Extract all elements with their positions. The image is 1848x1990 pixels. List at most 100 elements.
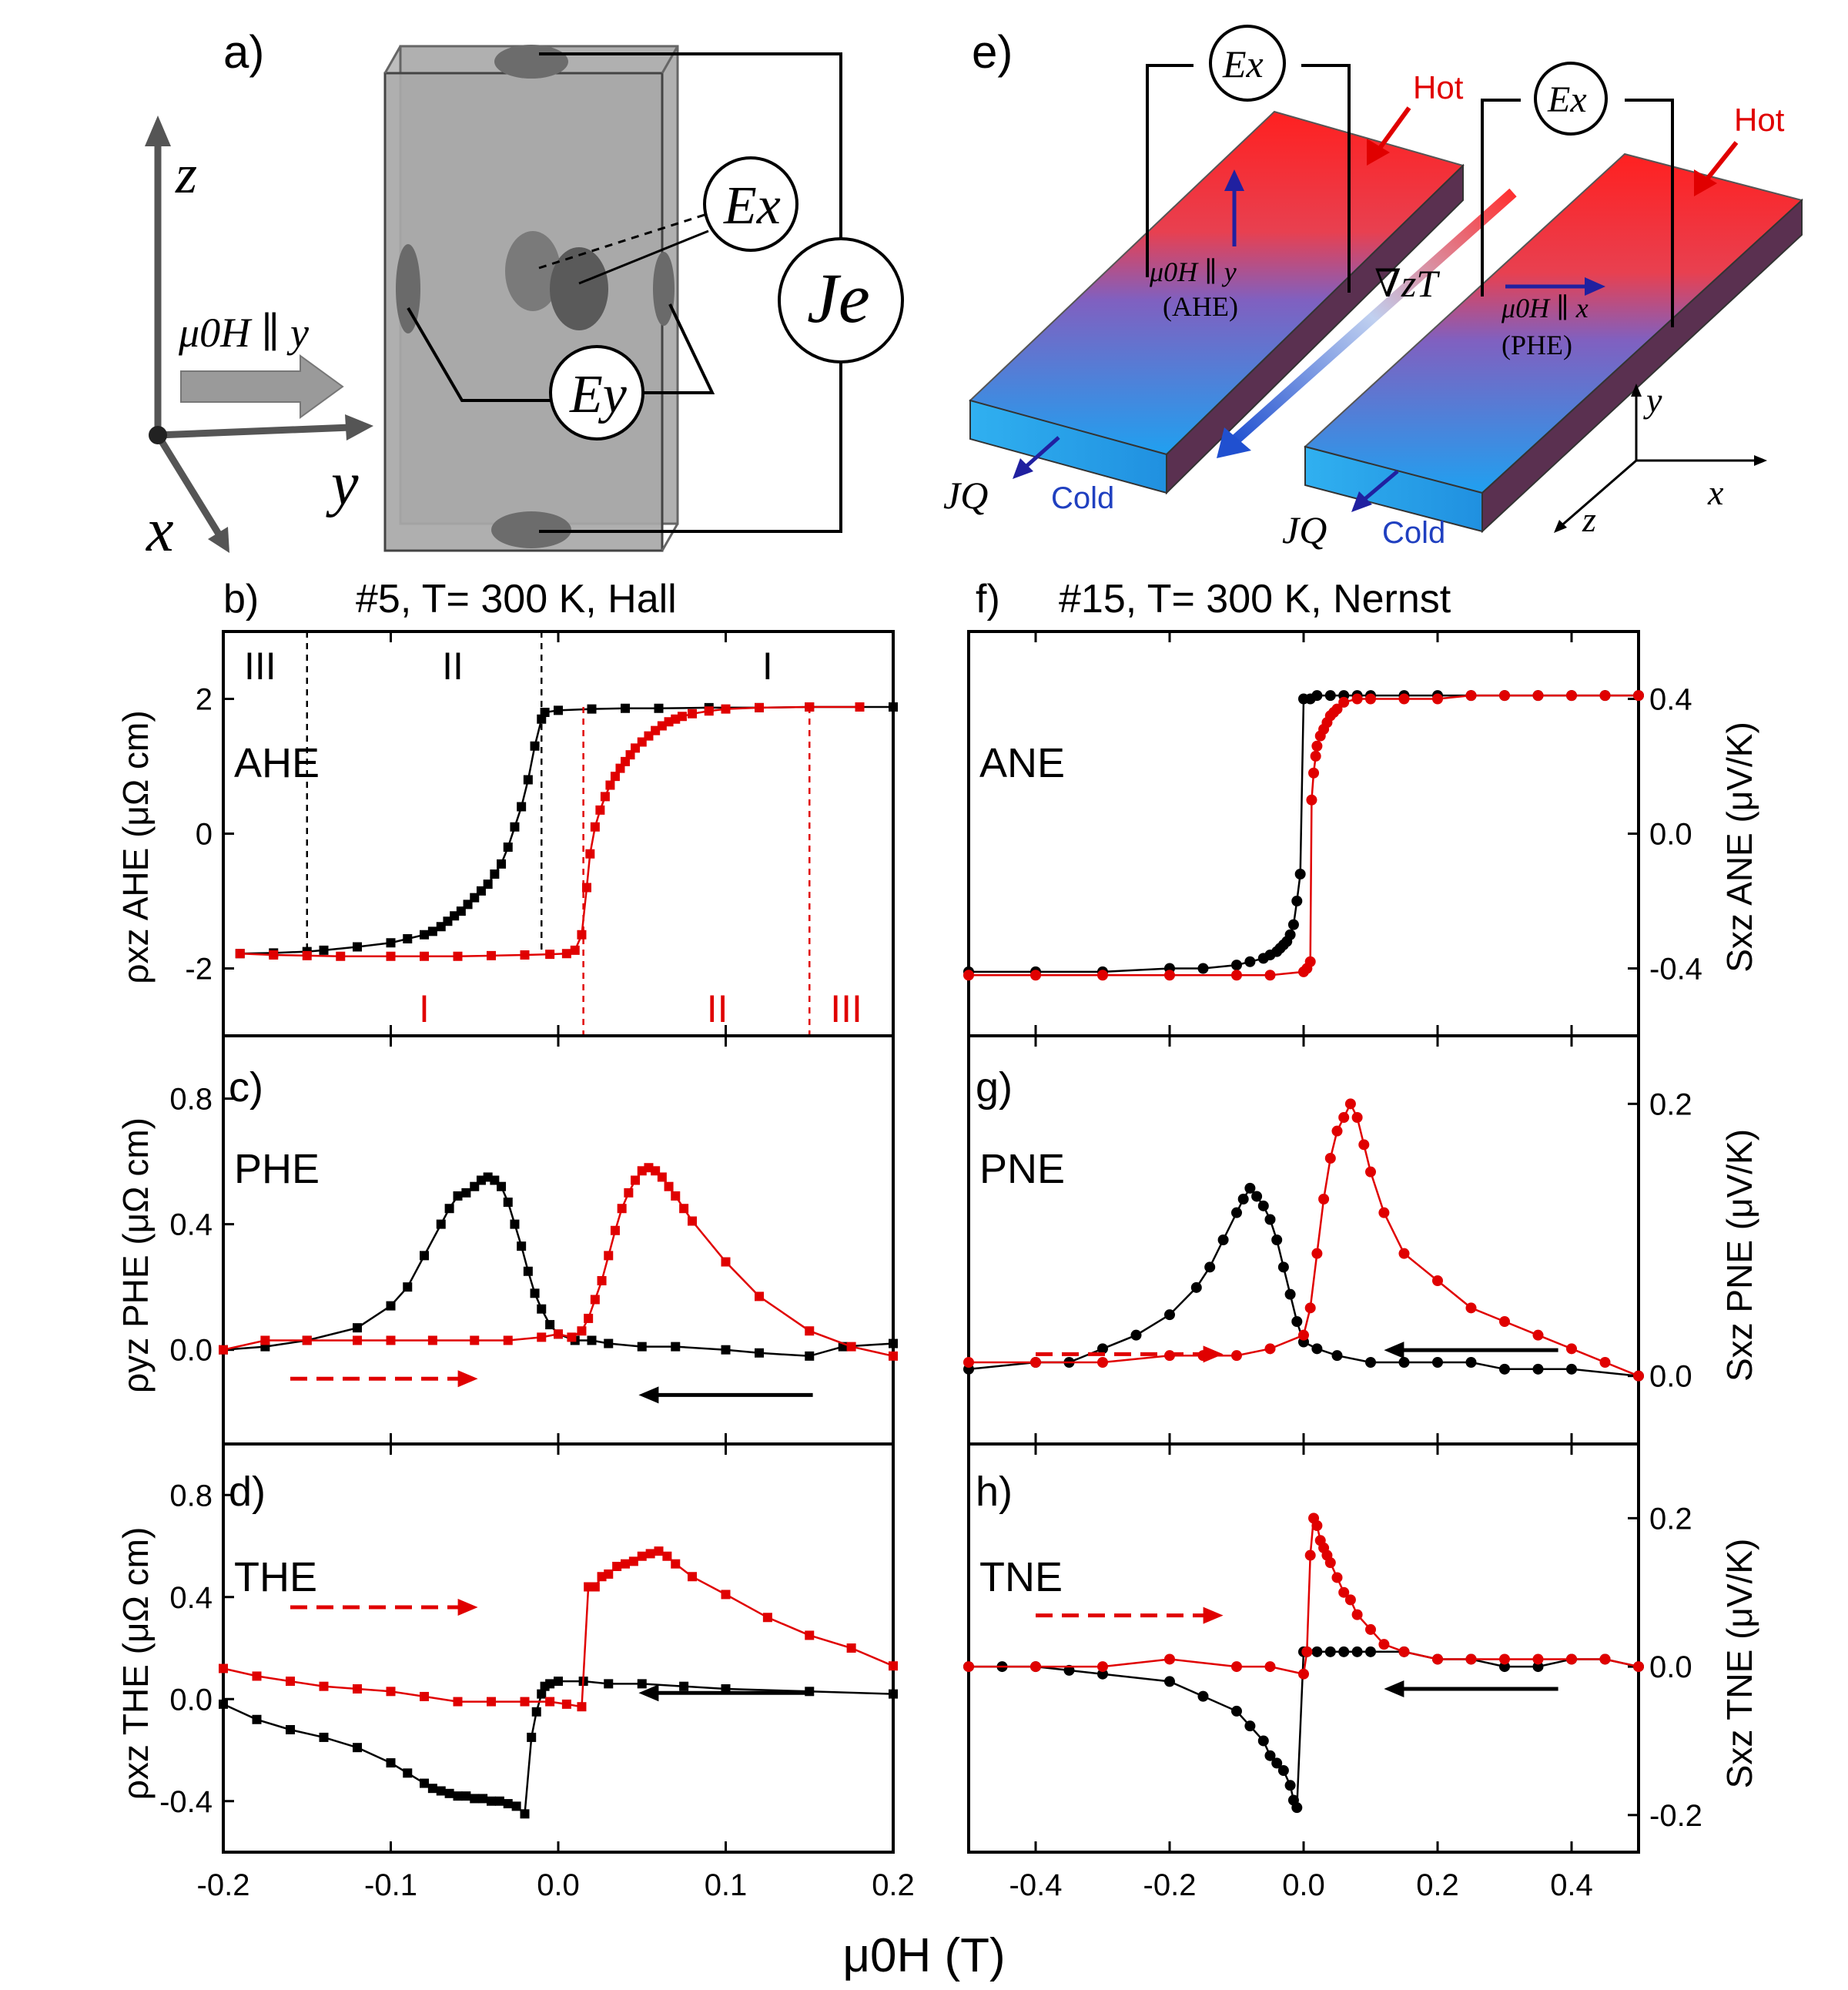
data-point-f	[1257, 953, 1269, 964]
xtick-label-d: 0.2	[872, 1868, 915, 1902]
data-point-g	[1097, 1343, 1108, 1355]
data-point-b	[590, 822, 600, 832]
ytick-label-d: -0.4	[159, 1785, 213, 1819]
data-point-h	[1351, 1609, 1363, 1620]
data-point-b	[510, 822, 520, 832]
data-point-f	[1197, 963, 1209, 974]
ex-label: Ex	[723, 176, 781, 236]
data-point-b	[600, 792, 610, 802]
data-point-f	[1287, 919, 1299, 930]
data-point-g	[1257, 1200, 1269, 1211]
ytick-label-b: 2	[196, 683, 213, 717]
data-point-c	[755, 1348, 764, 1358]
data-point-d	[846, 1643, 856, 1653]
data-point-c	[587, 1335, 597, 1345]
ytick-label-h: 0.0	[1649, 1650, 1692, 1684]
data-point-g	[1331, 1125, 1343, 1137]
field-direction-label: μ0H ∥ y	[178, 310, 309, 356]
data-point-d	[319, 1681, 329, 1691]
data-point-f	[1499, 690, 1510, 702]
plot-frame-g	[967, 1034, 1640, 1446]
data-point-b	[595, 805, 605, 815]
data-point-b	[530, 741, 540, 751]
data-point-g	[1030, 1357, 1041, 1368]
je-label: Je	[807, 259, 870, 337]
data-point-c	[386, 1301, 396, 1311]
data-point-d	[427, 1784, 437, 1794]
region-label-black: I	[762, 645, 773, 688]
jq-label-1: JQ	[943, 474, 988, 517]
data-point-g	[1633, 1370, 1644, 1382]
ytick-label-d: 0.8	[169, 1479, 213, 1513]
data-point-h	[1338, 1586, 1350, 1598]
sweep-up-arrowhead-icon	[1203, 1606, 1224, 1624]
data-point-h	[1197, 1690, 1209, 1702]
data-point-g	[963, 1357, 974, 1368]
data-point-c	[302, 1335, 312, 1345]
data-point-c	[721, 1345, 731, 1355]
data-point-c	[846, 1342, 856, 1352]
data-point-f	[1291, 896, 1303, 906]
data-point-h	[1311, 1646, 1323, 1657]
axis-x-label: x	[146, 497, 174, 565]
panel-label-e: e)	[972, 26, 1013, 78]
data-point-d	[545, 1697, 555, 1707]
data-point-f	[1351, 693, 1363, 705]
phe-field-label: μ0H ∥ x	[1501, 293, 1589, 323]
ytick-label-h: -0.2	[1649, 1799, 1702, 1833]
data-point-h	[1324, 1646, 1336, 1657]
data-point-b	[520, 950, 530, 960]
xtick-label-h: 0.4	[1550, 1868, 1593, 1902]
data-point-c	[470, 1181, 480, 1191]
data-point-h	[1284, 1780, 1296, 1791]
data-point-g	[1338, 1112, 1350, 1123]
data-point-h	[1331, 1572, 1343, 1583]
data-point-d	[319, 1732, 329, 1742]
sweep-up-arrowhead-icon	[457, 1599, 478, 1616]
data-point-g	[1231, 1350, 1242, 1362]
data-point-b	[420, 930, 429, 940]
slab-phe-side	[1481, 198, 1803, 534]
ylabel-ahe: ρxz AHE (μΩ cm)	[116, 710, 156, 983]
data-point-d	[671, 1559, 681, 1569]
panel-label-d: d)	[229, 1469, 266, 1515]
data-point-d	[637, 1679, 647, 1689]
data-point-d	[420, 1691, 429, 1701]
data-point-g	[1231, 1207, 1242, 1218]
gradient-arrow	[1228, 188, 1517, 447]
z-axis-arrow-icon	[145, 116, 171, 146]
series-line-d-0	[223, 1680, 894, 1816]
data-point-c	[567, 1332, 577, 1342]
data-point-g	[1277, 1261, 1289, 1273]
data-point-d	[645, 1549, 655, 1559]
ylabel-pne: Sxz PNE (μV/K)	[1719, 1129, 1759, 1382]
data-point-d	[679, 1681, 689, 1691]
data-point-c	[671, 1191, 681, 1201]
ylabel-tne: Sxz TNE (μV/K)	[1719, 1539, 1759, 1789]
data-point-g	[1566, 1343, 1577, 1355]
data-point-g	[1097, 1357, 1108, 1368]
region-label-red: I	[419, 987, 430, 1030]
data-point-g	[1190, 1281, 1202, 1293]
data-point-b	[386, 951, 396, 961]
data-point-h	[1287, 1794, 1299, 1806]
data-point-h	[1298, 1668, 1309, 1680]
data-point-d	[604, 1569, 614, 1579]
xtick-label-h: 0.0	[1282, 1868, 1325, 1902]
data-point-g	[1271, 1235, 1283, 1245]
data-point-f	[1324, 690, 1336, 702]
data-point-b	[581, 883, 591, 893]
axis-y-label: y	[326, 451, 359, 518]
xtick-label-h: 0.2	[1416, 1868, 1459, 1902]
data-point-b	[503, 843, 513, 852]
data-point-f	[1599, 690, 1611, 702]
data-point-b	[353, 942, 362, 952]
jq-arrow-2-icon	[1351, 491, 1372, 512]
data-point-g	[1365, 1357, 1376, 1368]
data-point-d	[577, 1702, 587, 1712]
data-point-b	[621, 703, 630, 713]
data-point-g	[1344, 1098, 1356, 1110]
origin-dot	[149, 426, 167, 444]
data-point-d	[554, 1677, 563, 1687]
